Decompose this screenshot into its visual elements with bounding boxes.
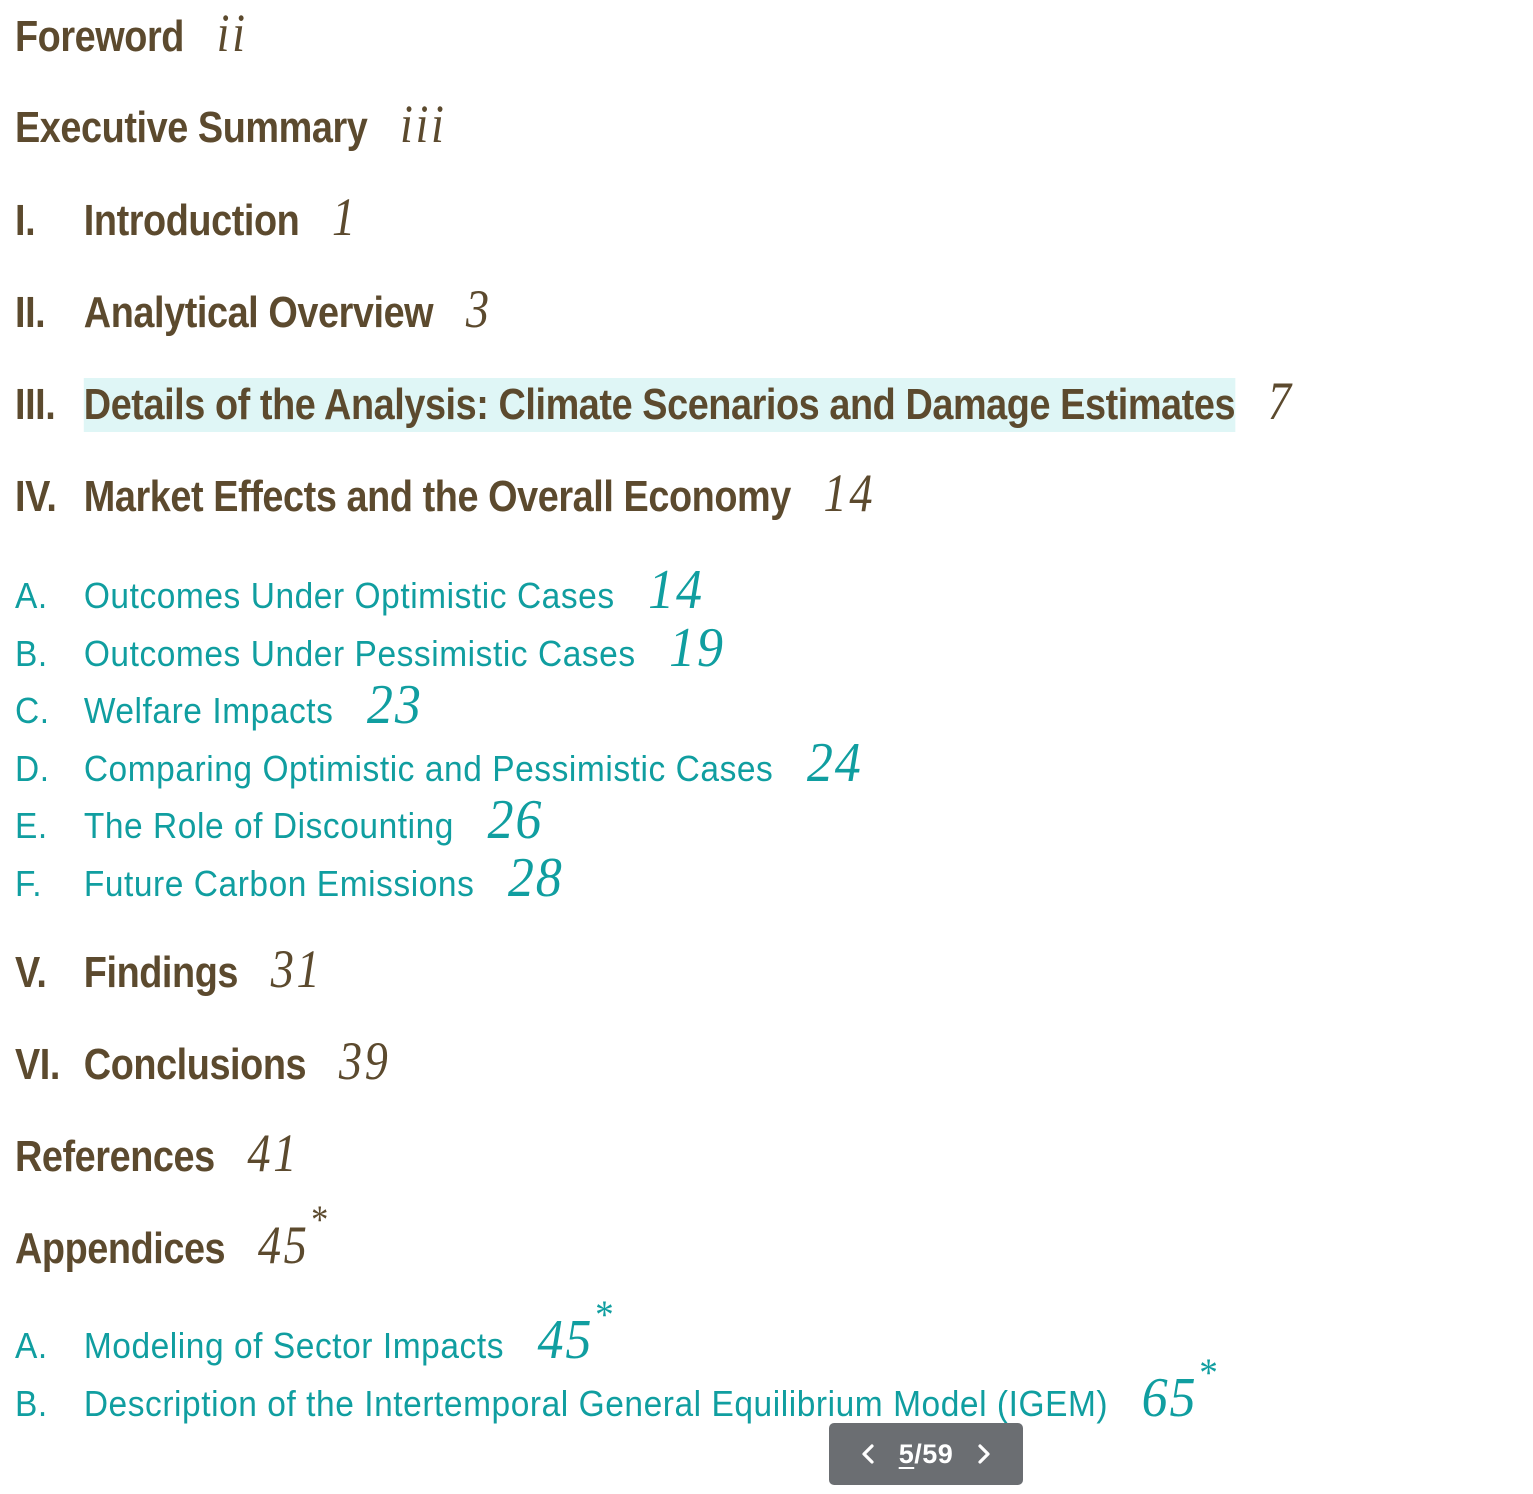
asterisk-mark: * (595, 1292, 616, 1337)
toc-section-number: II. (15, 288, 46, 337)
toc-entry-label: Introduction (83, 196, 300, 245)
toc-entry-section-i[interactable]: I. Introduction 1 (15, 186, 358, 248)
toc-subentry-iv-d[interactable]: D. Comparing Optimistic and Pessimistic … (15, 731, 863, 795)
toc-entry-section-ii[interactable]: II. Analytical Overview 3 (15, 278, 492, 340)
toc-section-number: VI. (15, 1040, 60, 1089)
toc-entry-label: Analytical Overview (83, 288, 434, 337)
toc-entry-label: Conclusions (83, 1040, 307, 1089)
toc-page-number: 65* (1141, 1350, 1220, 1430)
toc-subentry-iv-a[interactable]: A. Outcomes Under Optimistic Cases 14 (15, 558, 704, 622)
previous-page-button[interactable] (855, 1441, 881, 1467)
toc-entry-label: Foreword (15, 12, 184, 61)
toc-subentry-letter: D. (15, 748, 50, 789)
total-pages: 59 (922, 1438, 954, 1469)
next-page-button[interactable] (971, 1441, 997, 1467)
chevron-right-icon (978, 1444, 990, 1464)
toc-subentry-label: The Role of Discounting (83, 805, 454, 846)
toc-subentry-letter: E. (15, 805, 48, 846)
toc-subentry-label: Welfare Impacts (83, 690, 334, 731)
toc-subentry-iv-c[interactable]: C. Welfare Impacts 23 (15, 673, 423, 737)
toc-page-number: 31 (270, 939, 323, 999)
toc-subentry-label: Future Carbon Emissions (83, 863, 475, 904)
toc-subentry-letter: B. (15, 1383, 48, 1424)
chevron-left-icon (862, 1444, 874, 1464)
toc-subentry-label: Modeling of Sector Impacts (83, 1325, 505, 1366)
asterisk-mark: * (1199, 1350, 1220, 1395)
asterisk-mark: * (311, 1197, 331, 1242)
toc-subentry-iv-b[interactable]: B. Outcomes Under Pessimistic Cases 19 (15, 616, 725, 680)
toc-subentry-appendix-a[interactable]: A. Modeling of Sector Impacts 45* (15, 1292, 616, 1372)
toc-page-number: 1 (332, 187, 358, 247)
toc-page-number: 7 (1267, 371, 1294, 431)
toc-page-value: 45 (257, 1215, 310, 1275)
toc-page-number: 3 (465, 279, 492, 339)
toc-entry-section-v[interactable]: V. Findings 31 (15, 938, 322, 1000)
toc-page-number: ii (216, 3, 248, 63)
toc-entry-foreword[interactable]: Foreword ii (15, 2, 248, 64)
toc-entry-label-highlighted: Details of the Analysis: Climate Scenari… (83, 378, 1236, 432)
toc-subentry-label: Outcomes Under Pessimistic Cases (83, 633, 636, 674)
page-separator: / (914, 1438, 923, 1469)
toc-subentry-label: Description of the Intertemporal General… (83, 1383, 1109, 1424)
toc-page-number: 14 (823, 463, 876, 523)
toc-entry-label: References (15, 1132, 215, 1181)
toc-page-number: 39 (338, 1031, 391, 1091)
toc-entry-label: Findings (83, 948, 239, 997)
toc-subentry-letter: B. (15, 633, 48, 674)
toc-entry-label: Executive Summary (15, 103, 368, 152)
page-navigator: 5/59 (829, 1423, 1023, 1485)
toc-page-number: 45* (257, 1197, 331, 1276)
toc-subentry-label: Outcomes Under Optimistic Cases (83, 575, 615, 616)
toc-page-number: 28 (507, 847, 564, 909)
toc-page-number: 24 (806, 732, 863, 794)
toc-page-number: 45* (537, 1292, 615, 1372)
toc-entry-section-iv[interactable]: IV. Market Effects and the Overall Econo… (15, 462, 875, 524)
current-page-number[interactable]: 5 (898, 1438, 915, 1469)
toc-subentry-appendix-b[interactable]: B. Description of the Intertemporal Gene… (15, 1350, 1220, 1430)
toc-entry-executive-summary[interactable]: Executive Summary iii (15, 93, 446, 155)
toc-entry-references[interactable]: References 41 (15, 1122, 299, 1184)
toc-subentry-iv-f[interactable]: F. Future Carbon Emissions 28 (15, 846, 564, 910)
toc-page-number: 23 (366, 674, 423, 736)
toc-section-number: III. (15, 380, 56, 429)
page-counter: 5/59 (899, 1439, 954, 1470)
toc-entry-appendices[interactable]: Appendices 45* (15, 1197, 331, 1276)
toc-subentry-letter: C. (15, 690, 50, 731)
toc-page-number: 26 (487, 789, 544, 851)
toc-page-value: 45 (537, 1309, 594, 1371)
toc-section-number: IV. (15, 472, 57, 521)
toc-entry-section-vi[interactable]: VI. Conclusions 39 (15, 1030, 390, 1092)
toc-entry-label: Appendices (15, 1224, 226, 1273)
toc-subentry-letter: A. (15, 1325, 48, 1366)
toc-section-number: V. (15, 948, 47, 997)
toc-page-number: 14 (648, 559, 704, 621)
toc-section-number: I. (15, 196, 36, 245)
toc-subentry-letter: A. (15, 575, 48, 616)
toc-subentry-iv-e[interactable]: E. The Role of Discounting 26 (15, 788, 543, 852)
toc-entry-section-iii[interactable]: III. Details of the Analysis: Climate Sc… (15, 370, 1294, 432)
toc-subentry-label: Comparing Optimistic and Pessimistic Cas… (83, 748, 774, 789)
toc-page-number: iii (400, 94, 447, 154)
toc-page-number: 41 (247, 1123, 300, 1183)
toc-page-value: 65 (1141, 1367, 1198, 1429)
toc-subentry-letter: F. (15, 863, 43, 904)
toc-entry-label: Market Effects and the Overall Economy (83, 472, 791, 521)
toc-page-number: 19 (669, 617, 725, 679)
